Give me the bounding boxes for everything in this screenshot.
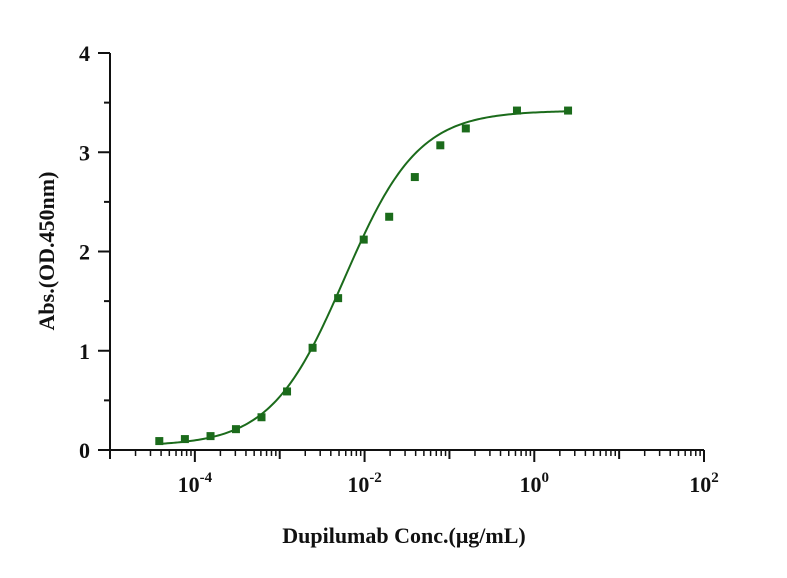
y-tick-label: 0 — [79, 438, 90, 463]
data-point — [385, 212, 394, 221]
x-tick-base: 10 — [689, 472, 711, 497]
data-point — [180, 435, 189, 444]
x-tick-exponent: 0 — [542, 470, 550, 486]
data-point — [308, 343, 317, 352]
x-tick-base: 10 — [347, 472, 369, 497]
plot-area — [155, 106, 573, 446]
data-points — [155, 106, 573, 446]
x-tick-exponent: -4 — [200, 470, 213, 486]
data-point — [410, 173, 419, 182]
x-tick-label: 102 — [689, 470, 719, 497]
data-point — [564, 106, 573, 115]
data-point — [155, 437, 164, 446]
y-tick-label: 3 — [79, 140, 90, 165]
y-tick-label: 1 — [79, 339, 90, 364]
data-point — [257, 413, 266, 422]
x-tick-exponent: 2 — [711, 470, 719, 486]
x-axis-title: Dupilumab Conc.(μg/mL) — [282, 523, 526, 548]
x-tick-label: 100 — [520, 470, 550, 497]
data-point — [206, 432, 215, 441]
x-tick-base: 10 — [178, 472, 200, 497]
data-point — [334, 294, 343, 303]
data-point — [512, 106, 521, 115]
y-axis-title: Abs.(OD.450nm) — [34, 172, 59, 331]
x-tick-base: 10 — [520, 472, 542, 497]
data-point — [461, 124, 470, 133]
y-axis: 0 1 2 3 4 — [79, 41, 111, 463]
y-tick-label: 4 — [79, 41, 90, 66]
data-point — [231, 425, 240, 434]
y-tick-label: 2 — [79, 240, 90, 265]
data-point — [436, 141, 445, 150]
x-tick-label: 10-4 — [178, 470, 213, 497]
data-point — [283, 387, 292, 396]
data-point — [359, 235, 368, 244]
x-axis: 10-4 10-2 100 102 — [109, 449, 719, 497]
x-tick-label: 10-2 — [347, 470, 382, 497]
x-tick-exponent: -2 — [369, 470, 382, 486]
fit-curve — [159, 110, 569, 445]
